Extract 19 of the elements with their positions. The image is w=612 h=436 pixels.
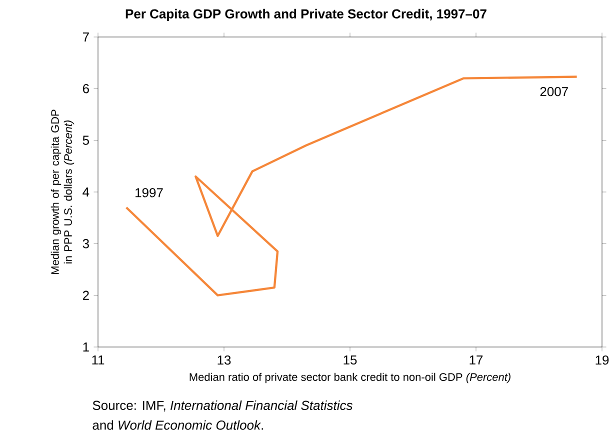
x-tick-label: 11 <box>92 355 104 364</box>
text: and World Economic Outlook. <box>92 420 263 430</box>
x-tick-label: 17 <box>470 355 483 364</box>
line-series <box>125 76 578 296</box>
x-tick-label: 19 <box>596 355 609 365</box>
x-axis-title: Median ratio of private sector bank credit to non-oil GDP (Percent) <box>190 372 510 384</box>
y-tick-label: 1 <box>83 342 89 352</box>
y-tick-label: 2 <box>82 290 89 300</box>
annotation: 1997 <box>136 188 163 198</box>
x-tick-label: 13 <box>218 355 231 365</box>
chart-title: Per Capita GDP Growth and Private Sector Credit, 1997–07 <box>126 8 486 22</box>
y-tick-label: 7 <box>82 32 89 42</box>
y-tick-label: 5 <box>82 136 89 145</box>
annotation: 2007 <box>540 86 568 96</box>
source-note: Source: IMF, International Financial Statistics <box>92 400 352 412</box>
y-tick-label: 3 <box>82 239 89 248</box>
y-tick-label: 6 <box>82 84 89 94</box>
y-tick-label: 4 <box>82 188 90 196</box>
x-tick-label: 15 <box>344 355 357 365</box>
